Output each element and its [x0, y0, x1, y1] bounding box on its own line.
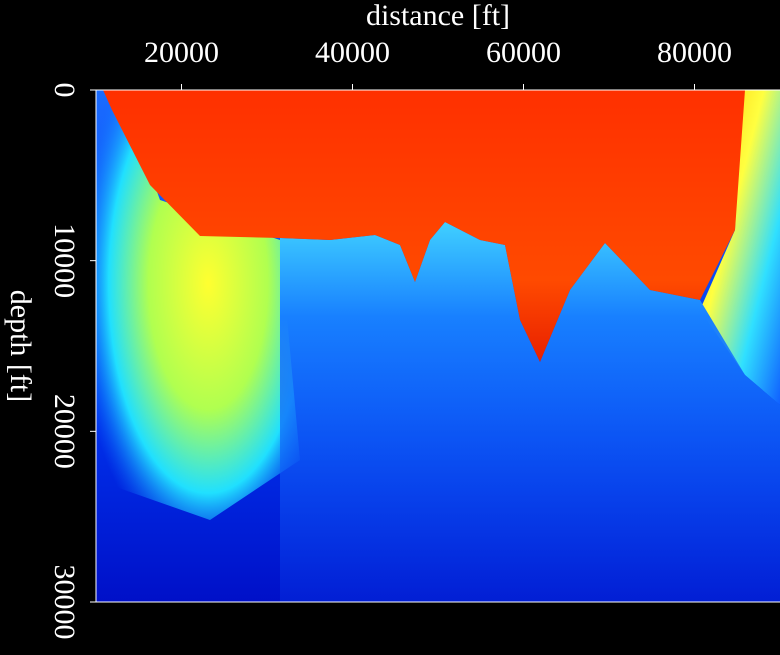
x-tick-label: 60000 [486, 36, 561, 69]
y-tick-label: 0 [48, 83, 81, 98]
x-tick-label: 80000 [657, 36, 732, 69]
right-flank [700, 90, 780, 405]
x-axis-label: distance [ft] [366, 0, 510, 32]
seismic-image [96, 90, 780, 602]
left-flank [96, 90, 300, 520]
y-tick-label: 10000 [48, 223, 81, 298]
y-tick-label: 30000 [48, 565, 81, 640]
x-tick-label: 20000 [144, 36, 219, 69]
x-tick-label: 40000 [315, 36, 390, 69]
salt-body [280, 222, 780, 602]
sediment-region [103, 90, 745, 362]
y-tick-label: 20000 [48, 394, 81, 469]
y-axis-label: depth [ft] [4, 290, 37, 402]
